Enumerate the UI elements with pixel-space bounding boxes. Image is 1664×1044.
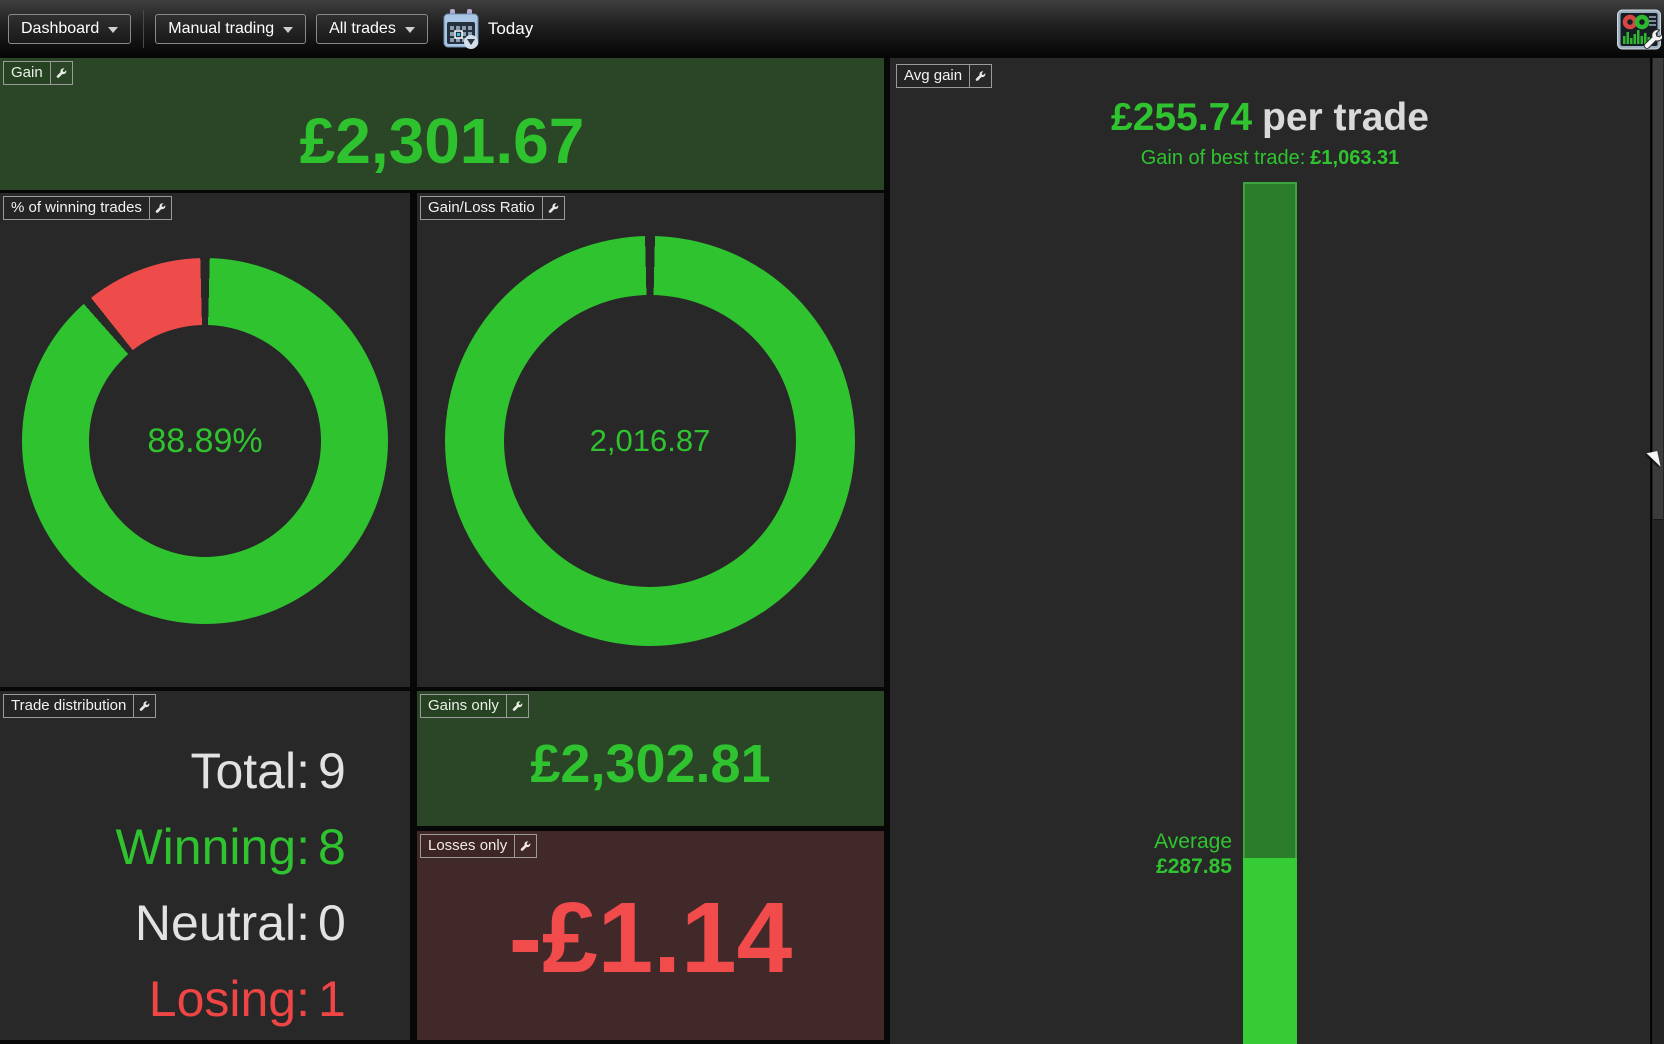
losses-only-settings-button[interactable] (515, 834, 538, 858)
winning-percentage-donut-chart: 88.89% (22, 258, 388, 624)
avg-gain-headline: £255.74 per trade (890, 96, 1650, 140)
winning-percentage-title: % of winning trades (3, 196, 150, 220)
wrench-icon (548, 202, 559, 213)
wrench-icon (512, 700, 523, 711)
avg-gain-panel: Avg gain £255.74 per trade Gain of best t… (890, 58, 1650, 1044)
neutral-trades-row: Neutral: 0 (0, 885, 392, 961)
gains-only-settings-button[interactable] (506, 694, 529, 718)
average-value: £287.85 (1156, 855, 1232, 878)
avg-gain-header: Avg gain (896, 64, 993, 88)
avg-gain-title: Avg gain (896, 64, 971, 88)
wrench-icon (56, 67, 66, 78)
gain-panel: Gain £2,301.67 (0, 58, 884, 190)
dashboard-menu-button[interactable]: Dashboard (8, 14, 132, 44)
gains-only-header: Gains only (420, 694, 529, 718)
losing-trades-row: Losing: 1 (0, 961, 392, 1037)
avg-gain-value: £255.74 (1111, 96, 1253, 139)
winning-percentage-header: % of winning trades (3, 196, 172, 220)
average-label: Average (1154, 830, 1232, 853)
gain-panel-title: Gain (3, 61, 51, 85)
winning-percentage-value: 88.89% (147, 421, 263, 460)
losses-only-title: Losses only (420, 834, 516, 858)
winning-trades-row: Winning: 8 (0, 809, 392, 885)
total-trades-value: 9 (318, 743, 346, 799)
wrench-icon (975, 70, 986, 81)
gain-panel-settings-button[interactable] (50, 61, 73, 85)
losses-only-value: -£1.14 (508, 882, 793, 994)
wrench-icon (520, 840, 531, 851)
winning-trades-label: Winning: (115, 819, 310, 875)
best-trade-line: Gain of best trade: £1,063.31 (890, 147, 1650, 170)
trades-filter-button[interactable]: All trades (316, 14, 428, 44)
gain-loss-ratio-panel: Gain/Loss Ratio 2,016.87 (417, 193, 884, 687)
dashboard-menu-label: Dashboard (21, 20, 100, 37)
losses-only-header: Losses only (420, 834, 538, 858)
gains-only-panel: Gains only £2,302.81 (417, 691, 884, 826)
wrench-icon (155, 202, 166, 213)
gain-loss-ratio-header: Gain/Loss Ratio (420, 196, 565, 220)
winning-percentage-settings-button[interactable] (149, 196, 172, 220)
gain-loss-ratio-title: Gain/Loss Ratio (420, 196, 543, 220)
neutral-trades-label: Neutral: (134, 895, 310, 951)
average-marker: Average £287.85 (1154, 829, 1232, 879)
wrench-icon (140, 700, 150, 711)
chevron-down-icon (404, 27, 415, 33)
avg-gain-bar-chart (1243, 182, 1297, 1044)
trade-distribution-header: Trade distribution (3, 694, 157, 718)
losses-only-panel: Losses only -£1.14 (417, 831, 884, 1040)
date-picker-button[interactable] (442, 8, 480, 50)
gains-only-title: Gains only (420, 694, 507, 718)
total-trades-row: Total: 9 (0, 733, 392, 809)
gain-panel-header: Gain (3, 61, 73, 85)
vertical-scrollbar[interactable] (1651, 58, 1664, 1044)
gains-only-value: £2,302.81 (530, 734, 771, 794)
date-range-label: Today (487, 18, 534, 38)
calendar-icon (443, 8, 479, 49)
gain-loss-ratio-value: 2,016.87 (589, 423, 711, 458)
best-trade-value: £1,063.31 (1310, 147, 1400, 169)
trade-distribution-panel: Trade distribution Total: 9 Winning: 8 N… (0, 691, 410, 1040)
avg-gain-settings-button[interactable] (970, 64, 993, 88)
trade-distribution-settings-button[interactable] (134, 694, 157, 718)
trades-filter-label: All trades (329, 20, 396, 37)
winning-trades-value: 8 (318, 819, 346, 875)
trading-mode-label: Manual trading (168, 20, 275, 37)
avg-gain-suffix: per trade (1262, 96, 1429, 139)
toolbar-separator (143, 9, 145, 48)
scrollbar-thumb[interactable] (1653, 58, 1663, 520)
trade-distribution-rows: Total: 9 Winning: 8 Neutral: 0 Losing: 1 (0, 733, 392, 1037)
gain-loss-ratio-donut-chart: 2,016.87 (445, 236, 855, 646)
neutral-trades-value: 0 (318, 895, 346, 951)
total-trades-label: Total: (190, 743, 310, 799)
chevron-down-icon (283, 27, 294, 33)
best-trade-label: Gain of best trade: (1140, 147, 1306, 169)
winning-percentage-panel: % of winning trades 88.89% (0, 193, 410, 687)
chevron-down-icon (108, 27, 119, 33)
toolbar: Dashboard Manual trading All trades (0, 0, 1664, 57)
trade-distribution-title: Trade distribution (3, 694, 135, 718)
gain-loss-ratio-settings-button[interactable] (542, 196, 565, 220)
dashboard-settings-icon[interactable] (1616, 6, 1662, 52)
bar-above-average-segment (1243, 182, 1297, 858)
bar-below-average-segment (1243, 858, 1297, 1044)
trading-mode-button[interactable]: Manual trading (155, 14, 307, 44)
total-gain-value: £2,301.67 (299, 105, 585, 177)
losing-trades-label: Losing: (148, 971, 310, 1027)
losing-trades-value: 1 (318, 971, 346, 1027)
